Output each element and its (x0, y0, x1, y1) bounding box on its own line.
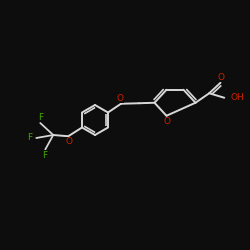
Text: O: O (164, 117, 170, 126)
Text: F: F (38, 113, 43, 122)
Text: F: F (28, 133, 32, 142)
Text: O: O (65, 137, 72, 146)
Text: O: O (117, 94, 124, 103)
Text: F: F (42, 150, 47, 160)
Text: OH: OH (231, 93, 244, 102)
Text: O: O (218, 73, 224, 82)
